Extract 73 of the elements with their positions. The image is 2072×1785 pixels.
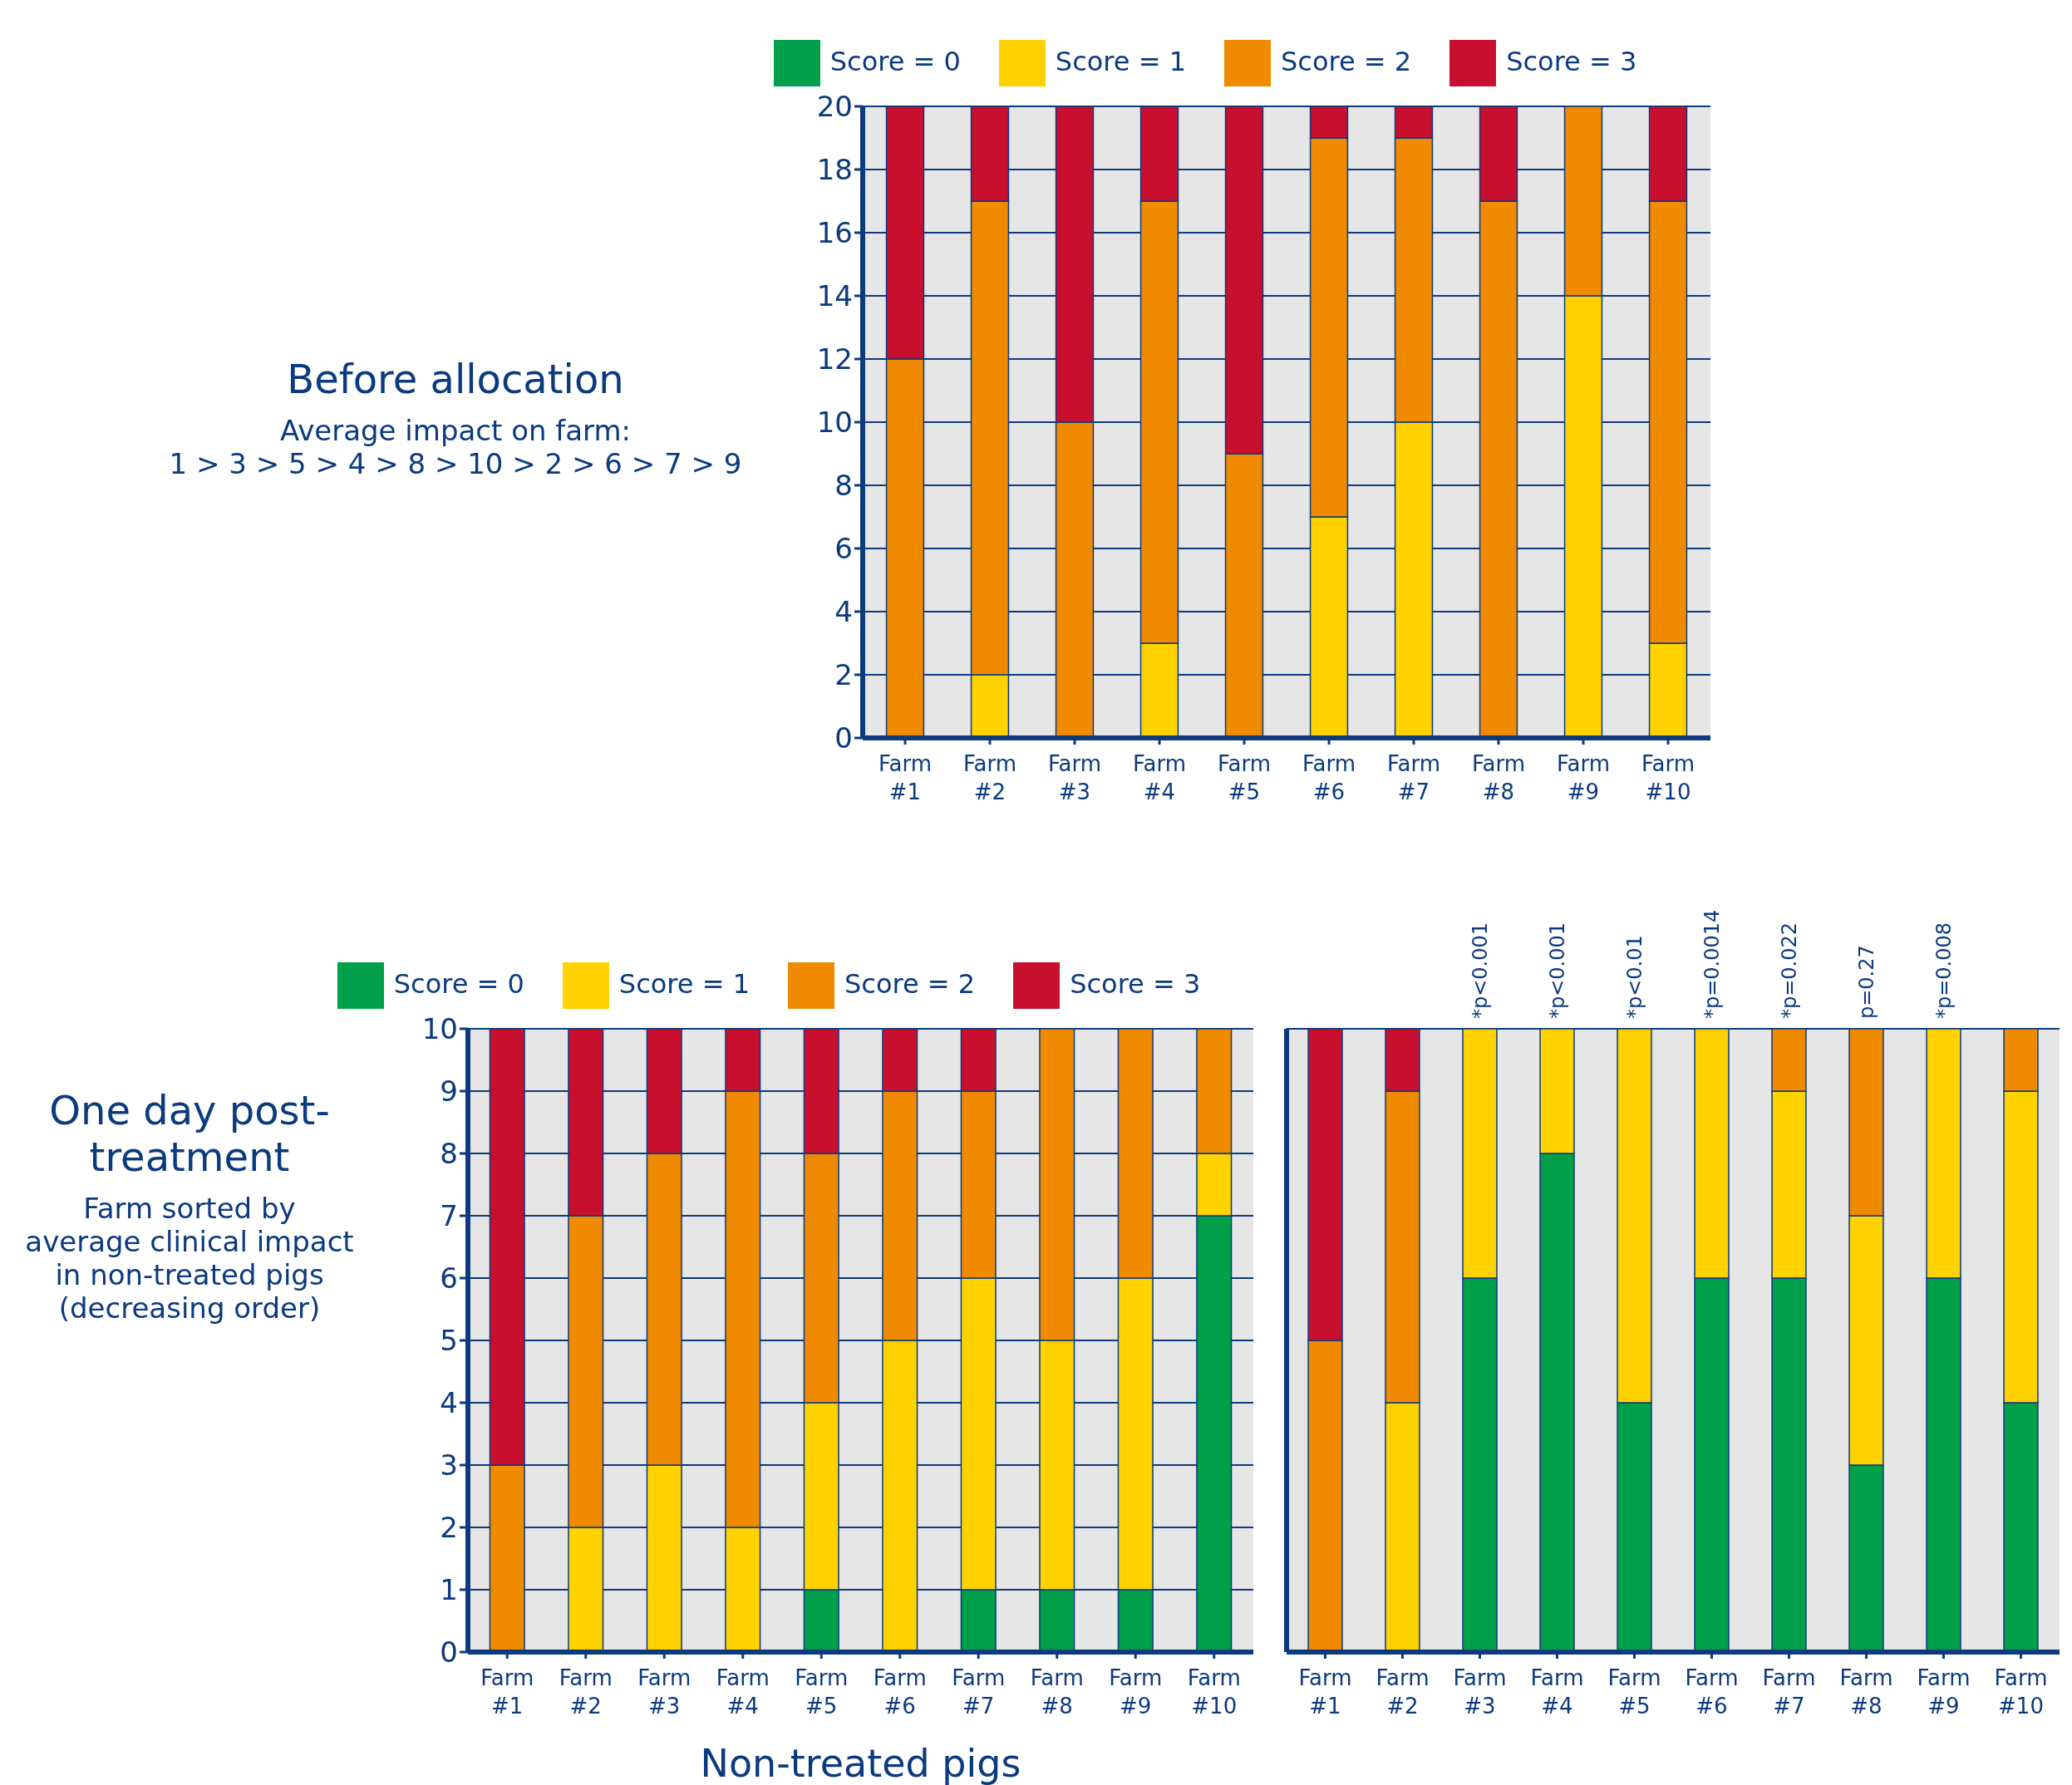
y-tick-label: 8	[834, 469, 853, 503]
x-tick-label: Farm #1	[878, 751, 933, 804]
x-tick-label: Farm #1	[1298, 1665, 1352, 1719]
x-tick-label: Farm #7	[1762, 1665, 1816, 1719]
y-tick-label: 20	[816, 90, 853, 124]
x-tick-label: Farm #9	[1917, 1665, 1971, 1719]
x-tick-label: Farm #5	[795, 1665, 849, 1719]
x-tick-label: Farm #7	[1386, 751, 1441, 804]
text: *p<0.001	[1468, 922, 1492, 1019]
y-tick-label: 0	[440, 1635, 458, 1669]
text: One day post-treatment	[48, 1087, 331, 1180]
y-tick-label: 8	[440, 1137, 458, 1171]
legend-label: Score = 0	[393, 968, 524, 1000]
y-tick-label: 18	[816, 153, 853, 187]
x-tick-label: Farm #4	[1132, 751, 1187, 804]
x-tick-label: Farm #5	[1217, 751, 1272, 804]
y-tick-label: 6	[440, 1261, 458, 1296]
x-tick-label: Farm #10	[1187, 1665, 1241, 1719]
x-tick-label: Farm #2	[559, 1665, 613, 1719]
y-tick-label: 4	[834, 595, 853, 629]
x-tick-label: Farm #5	[1607, 1665, 1661, 1719]
text: *p=0.0014	[1700, 909, 1724, 1019]
legend-label: Score = 1	[1055, 46, 1186, 77]
text: 1 > 3 > 5 > 4 > 8 > 10 > 2 > 6 > 7 > 9	[168, 447, 743, 480]
x-tick-label: Farm #1	[480, 1665, 534, 1719]
x-tick-label: Farm #4	[1530, 1665, 1584, 1719]
y-tick-label: 7	[440, 1199, 458, 1233]
text: *p=0.008	[1932, 922, 1956, 1019]
y-tick-label: 1	[440, 1573, 458, 1607]
legend-label: Score = 2	[1281, 46, 1412, 77]
x-tick-label: Farm #10	[1641, 751, 1695, 804]
y-tick-label: 14	[816, 279, 853, 313]
x-tick-label: Farm #8	[1030, 1665, 1084, 1719]
y-tick-label: 9	[440, 1074, 458, 1109]
legend-label: Score = 2	[844, 968, 976, 1000]
legend-label: Score = 0	[829, 46, 961, 77]
x-tick-label: Farm #2	[962, 751, 1017, 804]
x-axis-title: Non-treated pigs	[700, 1741, 1021, 1785]
legend-label: Score = 3	[1070, 968, 1201, 1000]
y-tick-label: 2	[834, 658, 853, 692]
y-tick-label: 6	[834, 532, 853, 566]
legend-label: Score = 3	[1506, 46, 1637, 77]
y-tick-label: 2	[440, 1511, 458, 1545]
x-tick-label: Farm #2	[1376, 1665, 1430, 1719]
y-tick-label: 5	[440, 1324, 458, 1358]
x-tick-label: Farm #7	[952, 1665, 1006, 1719]
y-tick-label: 16	[816, 216, 853, 250]
text: *p<0.01	[1622, 935, 1646, 1019]
x-tick-label: Farm #4	[716, 1665, 770, 1719]
y-tick-label: 3	[440, 1448, 458, 1483]
x-tick-label: Farm #8	[1471, 751, 1526, 804]
x-tick-label: Farm #3	[1047, 751, 1102, 804]
text: Before allocation	[286, 356, 625, 402]
y-tick-label: 12	[816, 342, 853, 376]
x-tick-label: Farm #9	[1556, 751, 1611, 804]
text: Average impact on farm:	[278, 414, 632, 447]
legend-label: Score = 1	[618, 968, 750, 1000]
y-tick-label: 4	[440, 1386, 458, 1420]
x-tick-label: Farm #3	[637, 1665, 691, 1719]
text: *p<0.001	[1545, 922, 1569, 1019]
x-tick-label: Farm #9	[1109, 1665, 1163, 1719]
text: p=0.27	[1854, 945, 1878, 1019]
y-tick-label: 10	[816, 406, 853, 440]
x-tick-label: Farm #3	[1453, 1665, 1507, 1719]
y-tick-label: 0	[834, 721, 853, 755]
text: Farm sorted by average clinical impact in non-treated pigs (decreasing order)	[24, 1192, 355, 1325]
y-tick-label: 10	[421, 1012, 458, 1046]
x-tick-label: Farm #6	[1302, 751, 1356, 804]
x-tick-label: Farm #6	[873, 1665, 927, 1719]
x-tick-label: Farm #6	[1685, 1665, 1739, 1719]
text: *p=0.022	[1777, 922, 1801, 1019]
x-tick-label: Farm #8	[1839, 1665, 1893, 1719]
x-tick-label: Farm #10	[1994, 1665, 2048, 1719]
